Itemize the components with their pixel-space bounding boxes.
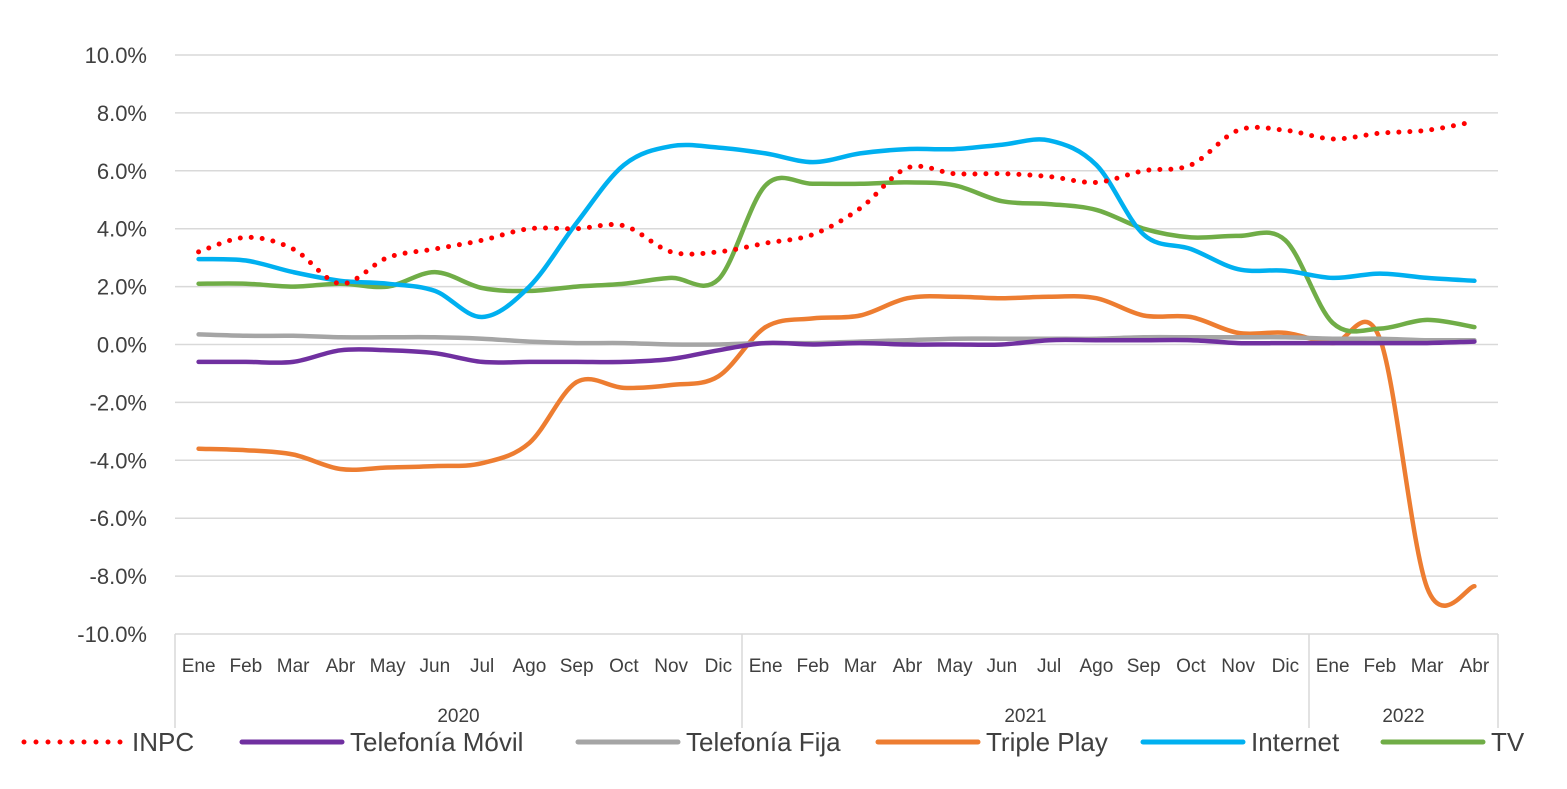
x-tick-label: Abr <box>326 656 356 677</box>
series-line-tv <box>196 175 1477 334</box>
y-tick-label: -8.0% <box>90 564 147 589</box>
x-tick-label: Nov <box>654 656 688 677</box>
legend-label: Triple Play <box>986 727 1108 757</box>
y-tick-label: -10.0% <box>77 622 147 647</box>
x-tick-label: Nov <box>1221 656 1255 677</box>
legend-label: Telefonía Móvil <box>350 727 523 757</box>
series-line-telefon-a-m-vil <box>196 337 1477 365</box>
year-label: 2022 <box>1382 706 1424 727</box>
x-tick-label: Dic <box>1272 656 1299 677</box>
year-label: 2021 <box>1004 706 1046 727</box>
x-tick-label: May <box>937 656 973 677</box>
y-tick-label: 8.0% <box>97 101 147 126</box>
legend-label: Telefonía Fija <box>686 727 841 757</box>
x-tick-label: Sep <box>1127 656 1161 677</box>
x-tick-label: Ene <box>749 656 783 677</box>
x-axis: Ene Feb Mar Abr May Jun Jul Ago Sep Oct Nov Dic Ene F… <box>174 634 1499 728</box>
x-tick-label: Mar <box>844 656 877 677</box>
x-tick-label: Jun <box>420 656 451 677</box>
x-tick-label: Mar <box>277 656 310 677</box>
legend: INPC Telefonía Móvil Telefonía Fija Triple … <box>21 727 1525 757</box>
legend-label: Internet <box>1251 727 1340 757</box>
series-lines <box>196 119 1477 608</box>
x-tick-label: Dic <box>705 656 732 677</box>
x-tick-label: Ene <box>182 656 216 677</box>
year-label: 2020 <box>437 706 479 727</box>
legend-label: INPC <box>132 727 194 757</box>
x-tick-label: Oct <box>1176 656 1206 677</box>
x-tick-label: Jun <box>987 656 1018 677</box>
x-tick-label: May <box>370 656 406 677</box>
x-tick-label: Jul <box>1037 656 1061 677</box>
x-tick-label: Abr <box>893 656 923 677</box>
y-tick-label: 2.0% <box>97 275 147 300</box>
legend-label: TV <box>1491 727 1525 757</box>
y-axis-ticks: 10.0% 8.0% 6.0% 4.0% 2.0% 0.0% -2.0% -4.0% -6.0%… <box>77 43 147 647</box>
y-tick-label: -4.0% <box>90 448 147 473</box>
x-tick-label: Ago <box>1079 656 1113 677</box>
y-tick-label: -6.0% <box>90 506 147 531</box>
x-tick-label: Sep <box>560 656 594 677</box>
x-tick-label: Feb <box>797 656 830 677</box>
x-tick-label: Ene <box>1316 656 1350 677</box>
x-tick-label: Abr <box>1460 656 1490 677</box>
x-tick-label: Jul <box>470 656 494 677</box>
y-tick-label: 10.0% <box>85 43 147 68</box>
y-tick-label: 0.0% <box>97 333 147 358</box>
series-line-inpc <box>196 119 1477 287</box>
series-line-internet <box>196 137 1477 320</box>
x-tick-label: Feb <box>1364 656 1397 677</box>
y-tick-label: -2.0% <box>90 390 147 415</box>
x-tick-label: Oct <box>609 656 639 677</box>
y-tick-label: 4.0% <box>97 217 147 242</box>
x-tick-label: Mar <box>1411 656 1444 677</box>
x-tick-label: Feb <box>230 656 263 677</box>
y-tick-label: 6.0% <box>97 159 147 184</box>
x-tick-label: Ago <box>512 656 546 677</box>
